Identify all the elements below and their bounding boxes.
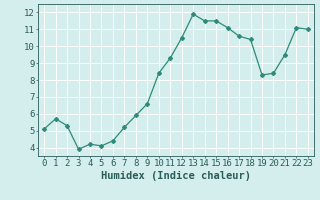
X-axis label: Humidex (Indice chaleur): Humidex (Indice chaleur) (101, 171, 251, 181)
